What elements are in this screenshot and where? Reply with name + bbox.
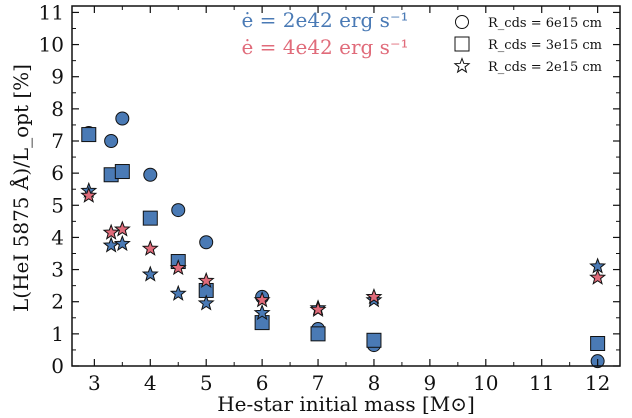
legend-marker-star bbox=[453, 57, 471, 74]
data-point-circle-blue bbox=[104, 134, 119, 148]
legend-marker-circle bbox=[455, 15, 469, 29]
annotation-text: ė = 2e42 erg s⁻¹ bbox=[241, 8, 408, 32]
legend-label: R_cds = 6e15 cm bbox=[488, 16, 602, 31]
data-point-star-blue bbox=[113, 234, 131, 252]
data-point-circle-blue bbox=[171, 203, 186, 218]
data-point-star-red bbox=[589, 268, 607, 285]
x-tick-label: 12 bbox=[585, 371, 610, 395]
y-tick-label: 0 bbox=[51, 354, 64, 378]
data-point-circle-blue bbox=[143, 167, 158, 182]
data-point-star-blue bbox=[197, 294, 215, 311]
x-tick-label: 11 bbox=[529, 371, 554, 395]
data-marks bbox=[80, 111, 607, 369]
data-point-star-red bbox=[365, 287, 383, 305]
data-point-star-red bbox=[80, 186, 98, 203]
y-tick-label: 10 bbox=[39, 33, 64, 57]
y-tick-label: 7 bbox=[51, 129, 64, 153]
legend-label: R_cds = 3e15 cm bbox=[488, 38, 602, 53]
data-point-square-blue bbox=[114, 164, 130, 180]
y-tick-label: 1 bbox=[51, 322, 64, 346]
legend: R_cds = 6e15 cm R_cds = 3e15 cm R_cds = 2e… bbox=[453, 15, 602, 75]
data-point-star-red bbox=[141, 239, 159, 256]
data-point-star-red bbox=[197, 271, 215, 289]
y-tick-label: 9 bbox=[51, 65, 64, 89]
data-point-circle-blue bbox=[115, 111, 130, 126]
data-point-star-blue bbox=[169, 284, 187, 301]
data-point-square-blue bbox=[142, 210, 158, 226]
x-tick-label: 9 bbox=[424, 371, 437, 395]
data-point-square-blue bbox=[366, 332, 382, 348]
x-tick-label: 6 bbox=[256, 371, 269, 395]
x-axis-label: He-star initial mass [M⊙] bbox=[217, 392, 475, 416]
plot-frame bbox=[71, 5, 621, 367]
y-tick-label: 6 bbox=[51, 161, 64, 185]
annotation-text: ė = 4e42 erg s⁻¹ bbox=[241, 35, 408, 59]
y-tick-label: 4 bbox=[51, 225, 64, 249]
y-axis-label: L(HeI 5875 Å)/L_opt [%] bbox=[8, 64, 33, 312]
annotations: ė = 2e42 erg s⁻¹ ė = 4e42 erg s⁻¹ bbox=[241, 8, 408, 59]
y-tick-label: 11 bbox=[39, 0, 64, 24]
x-tick-label: 4 bbox=[144, 371, 157, 395]
data-point-star-blue bbox=[141, 265, 159, 282]
data-point-square-blue bbox=[81, 127, 97, 143]
x-tick-label: 3 bbox=[88, 371, 101, 395]
legend-marker-square bbox=[454, 36, 470, 52]
x-tick-label: 10 bbox=[473, 371, 498, 395]
data-point-square-blue bbox=[590, 336, 606, 351]
data-point-circle-blue bbox=[199, 235, 214, 250]
data-point-star-blue bbox=[102, 236, 120, 253]
y-tick-label: 5 bbox=[51, 193, 64, 217]
data-point-star-blue bbox=[253, 304, 271, 321]
y-tick-label: 8 bbox=[51, 97, 64, 121]
x-tick-label: 8 bbox=[368, 371, 381, 395]
legend-label: R_cds = 2e15 cm bbox=[488, 60, 602, 75]
data-point-square-blue bbox=[254, 315, 270, 331]
x-tick-label: 5 bbox=[200, 371, 213, 395]
data-point-star-red bbox=[253, 291, 271, 308]
x-tick-label: 7 bbox=[312, 371, 325, 395]
y-tick-label: 3 bbox=[51, 258, 64, 282]
data-point-star-red bbox=[309, 300, 327, 317]
data-point-star-red bbox=[102, 223, 120, 240]
y-tick-label: 2 bbox=[51, 290, 64, 314]
data-point-star-red bbox=[113, 220, 131, 237]
data-point-star-red bbox=[169, 259, 187, 276]
data-point-square-blue bbox=[310, 326, 326, 342]
